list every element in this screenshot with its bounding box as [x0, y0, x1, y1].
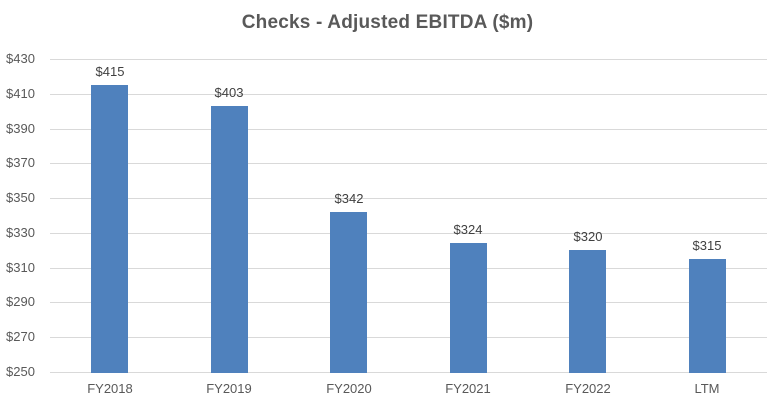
y-axis-tick-label: $290 — [6, 294, 35, 309]
gridline — [50, 94, 767, 95]
gridline — [50, 268, 767, 269]
gridline — [50, 198, 767, 199]
x-axis-tick-label: FY2018 — [87, 381, 133, 396]
bar-fy2022 — [569, 250, 606, 373]
x-axis-tick-label: FY2022 — [565, 381, 611, 396]
bar-ltm — [689, 259, 726, 373]
gridline — [50, 59, 767, 60]
gridline — [50, 372, 767, 373]
y-axis-tick-label: $390 — [6, 121, 35, 136]
y-axis-tick-label: $350 — [6, 190, 35, 205]
x-axis-tick-label: LTM — [694, 381, 720, 396]
gridline — [50, 233, 767, 234]
bar-fy2020 — [330, 212, 367, 373]
x-axis-tick-label: FY2021 — [445, 381, 491, 396]
gridline — [50, 337, 767, 338]
y-axis-tick-label: $410 — [6, 86, 35, 101]
gridline — [50, 163, 767, 164]
y-axis-tick-label: $250 — [6, 364, 35, 379]
chart-title: Checks - Adjusted EBITDA ($m) — [241, 12, 534, 33]
bar-fy2019 — [211, 106, 248, 373]
bar-fy2018 — [91, 85, 128, 373]
y-axis-tick-label: $310 — [6, 260, 35, 275]
data-label: $315 — [692, 238, 722, 253]
y-axis-tick-label: $370 — [6, 155, 35, 170]
y-axis-tick-label: $430 — [6, 51, 35, 66]
bar-fy2021 — [450, 243, 487, 373]
data-label: $403 — [214, 85, 244, 100]
data-label: $342 — [334, 191, 364, 206]
y-axis-tick-label: $270 — [6, 329, 35, 344]
data-label: $415 — [95, 64, 125, 79]
x-axis-tick-label: FY2019 — [206, 381, 252, 396]
gridline — [50, 129, 767, 130]
gridline — [50, 302, 767, 303]
x-axis-tick-label: FY2020 — [326, 381, 372, 396]
data-label: $320 — [573, 229, 603, 244]
y-axis-tick-label: $330 — [6, 225, 35, 240]
data-label: $324 — [453, 222, 483, 237]
